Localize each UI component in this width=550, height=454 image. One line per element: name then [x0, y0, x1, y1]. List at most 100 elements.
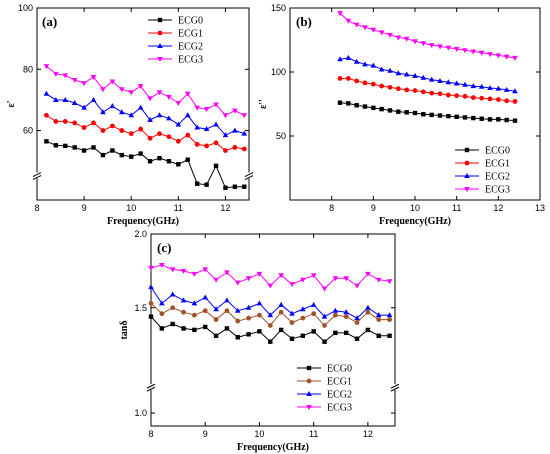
data-point-p1-s3-4 [71, 100, 78, 106]
plot-frame-1 [36, 7, 250, 201]
data-point-p3-s4-13 [278, 273, 284, 279]
data-point-p2-s3-22 [512, 88, 518, 94]
data-point-p3-s3-16 [310, 301, 317, 307]
data-point-p1-s2-22 [241, 146, 247, 152]
data-point-p1-s2-21 [232, 145, 238, 150]
y-tick-label-2-2: 100 [271, 67, 286, 77]
legend-label-3-4: ECG3 [327, 403, 352, 414]
data-point-p3-s4-14 [289, 282, 295, 288]
y-tick-label-1-3: 100 [18, 3, 33, 13]
data-point-p2-s3-10 [412, 72, 418, 78]
data-point-p2-s3-8 [395, 70, 402, 76]
data-point-p3-s1-21 [365, 327, 371, 333]
data-point-p2-s1-20 [496, 117, 501, 122]
data-point-p2-s2-7 [387, 84, 393, 90]
data-point-p3-s4-7 [213, 277, 219, 283]
data-point-p1-s4-16 [184, 91, 191, 97]
data-point-p1-s2-9 [119, 128, 125, 133]
data-point-p3-s1-3 [170, 321, 175, 327]
data-point-p1-s2-8 [109, 123, 115, 129]
data-point-p2-s1-10 [412, 110, 418, 116]
data-point-p1-s3-12 [147, 116, 153, 122]
data-point-p1-s1-15 [176, 162, 181, 167]
data-point-p1-s2-12 [147, 135, 153, 141]
data-point-p1-s4-4 [157, 57, 163, 62]
legend-label-3-1: ECG0 [327, 364, 352, 375]
data-point-p3-s1-12 [268, 339, 273, 344]
data-point-p1-s4-8 [109, 79, 116, 85]
data-point-p3-s4-5 [191, 271, 198, 277]
data-point-p1-s4-2 [53, 71, 59, 77]
data-point-p1-s2-2 [53, 118, 59, 124]
data-point-p3-s2-19 [343, 314, 349, 320]
data-point-p3-s3-14 [289, 310, 295, 316]
data-point-p3-s1-22 [376, 333, 381, 339]
data-point-p3-s2-10 [246, 315, 252, 321]
legend-label-2-2: ECG1 [485, 159, 510, 170]
data-point-p2-s4-15 [453, 46, 460, 52]
data-point-p1-s4-5 [81, 81, 87, 87]
data-point-p2-s2-5 [370, 81, 376, 87]
data-point-p3-s1-1 [148, 314, 154, 319]
legend-label-3-3: ECG2 [327, 390, 352, 401]
data-point-p1-s3-6 [90, 96, 97, 102]
data-point-p2-s2-15 [454, 93, 460, 99]
x-tick-label-1-2: 9 [82, 203, 87, 213]
data-point-p2-s2-2 [345, 76, 351, 81]
axis-break-gap-3-2 [391, 384, 399, 391]
data-point-p2-s2-8 [395, 86, 401, 92]
data-point-p3-s3-2 [159, 300, 165, 306]
data-point-p3-s3-1 [148, 284, 154, 290]
data-point-p2-s2-2 [464, 160, 470, 166]
data-point-p3-s2-20 [354, 320, 360, 325]
y-axis-label-2: ε'' [258, 99, 269, 109]
x-tick-label-2-1: 8 [329, 203, 334, 213]
data-point-p3-s4-20 [354, 283, 360, 289]
x-tick-label-2-3: 10 [410, 203, 420, 213]
data-point-p3-s3-15 [300, 306, 306, 312]
data-point-p2-s4-14 [445, 45, 452, 51]
series-line-p2-ecg0 [339, 102, 516, 122]
data-point-p2-s2-17 [470, 95, 476, 100]
data-point-p2-s3-2 [345, 54, 352, 60]
data-point-p3-s3-18 [332, 307, 339, 313]
data-point-p1-s3-22 [241, 130, 248, 136]
x-tick-label-2-6: 13 [535, 203, 545, 213]
data-point-p2-s3-7 [387, 67, 393, 73]
data-point-p3-s3-17 [321, 313, 328, 319]
data-point-p1-s3-1 [43, 90, 50, 96]
data-point-p1-s4-18 [203, 107, 210, 113]
data-point-p1-s1-8 [110, 148, 115, 153]
data-point-p3-s3-20 [354, 315, 360, 321]
data-point-p2-s4-5 [370, 27, 377, 33]
data-point-p3-s2-22 [376, 317, 382, 322]
data-point-p1-s4-22 [241, 113, 248, 119]
data-point-p2-s4-3 [353, 22, 360, 28]
data-point-p1-s3-3 [157, 43, 163, 48]
series-line-p1-ecg3 [46, 65, 245, 116]
data-point-p3-s4-6 [202, 267, 209, 273]
x-tick-label-2-4: 11 [452, 203, 461, 213]
data-point-p3-s4-2 [159, 262, 165, 268]
data-point-p1-s1-6 [91, 145, 96, 150]
data-point-p2-s4-6 [378, 30, 385, 36]
data-point-p3-s4-15 [300, 277, 306, 283]
data-point-p1-s1-1 [157, 17, 163, 23]
data-point-p3-s1-19 [344, 330, 349, 336]
data-point-p3-s1-23 [387, 333, 392, 339]
data-point-p2-s2-13 [437, 91, 443, 97]
data-point-p3-s2-21 [365, 309, 371, 315]
data-point-p1-s4-10 [128, 90, 135, 96]
x-tick-label-2-2: 9 [371, 203, 376, 213]
data-point-p1-s1-12 [147, 159, 153, 164]
data-point-p2-s3-11 [420, 74, 427, 80]
data-point-p2-s4-13 [437, 44, 443, 50]
data-point-p3-s4-10 [245, 276, 252, 282]
data-point-p3-s2-1 [148, 300, 154, 306]
data-point-p3-s4-3 [169, 267, 176, 273]
legend-3: ECG0 ECG1 ECG2 ECG3 [297, 364, 352, 414]
x-tick-label-3-2: 9 [203, 429, 208, 439]
x-tick-label-1-5: 12 [220, 203, 230, 213]
data-point-p2-s4-21 [503, 54, 510, 60]
data-point-p1-s3-3 [62, 96, 69, 102]
